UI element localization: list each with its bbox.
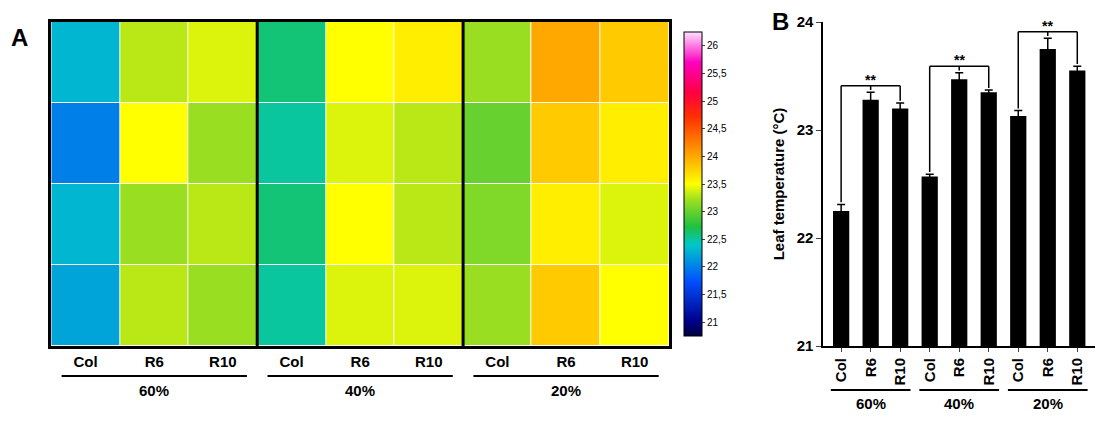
svg-text:R10: R10	[415, 353, 443, 370]
svg-text:R10: R10	[1068, 358, 1085, 386]
svg-text:21: 21	[707, 317, 719, 328]
svg-text:Col: Col	[921, 358, 938, 382]
svg-text:R6: R6	[862, 358, 879, 377]
svg-text:R6: R6	[950, 358, 967, 377]
svg-text:Col: Col	[1009, 358, 1026, 382]
svg-text:22: 22	[707, 261, 719, 272]
svg-text:21,5: 21,5	[707, 289, 727, 300]
svg-text:40%: 40%	[345, 382, 375, 399]
svg-text:60%: 60%	[856, 395, 886, 412]
svg-text:24: 24	[707, 151, 719, 162]
svg-text:60%: 60%	[139, 382, 169, 399]
svg-text:24,5: 24,5	[707, 123, 727, 134]
svg-text:A: A	[11, 24, 28, 51]
svg-text:Col: Col	[832, 358, 849, 382]
svg-text:R10: R10	[891, 358, 908, 386]
svg-text:Leaf temperature (°C): Leaf temperature (°C)	[770, 108, 787, 261]
svg-text:23,5: 23,5	[707, 179, 727, 190]
svg-text:22: 22	[797, 229, 814, 246]
svg-text:R6: R6	[1039, 358, 1056, 377]
svg-text:R6: R6	[145, 353, 164, 370]
svg-text:R10: R10	[621, 353, 649, 370]
svg-text:23: 23	[797, 121, 814, 138]
svg-text:24: 24	[797, 13, 814, 30]
svg-text:B: B	[772, 8, 789, 35]
svg-text:26: 26	[707, 40, 719, 51]
svg-text:20%: 20%	[551, 382, 581, 399]
svg-text:**: **	[865, 72, 876, 88]
svg-text:23: 23	[707, 206, 719, 217]
svg-text:40%: 40%	[944, 395, 974, 412]
svg-text:R10: R10	[980, 358, 997, 386]
svg-text:21: 21	[797, 337, 814, 354]
svg-text:Col: Col	[279, 353, 303, 370]
svg-text:R10: R10	[209, 353, 237, 370]
svg-text:**: **	[954, 52, 965, 68]
svg-text:R6: R6	[351, 353, 370, 370]
svg-text:20%: 20%	[1033, 395, 1063, 412]
svg-text:25,5: 25,5	[707, 68, 727, 79]
svg-text:25: 25	[707, 96, 719, 107]
svg-text:22,5: 22,5	[707, 234, 727, 245]
svg-text:R6: R6	[556, 353, 575, 370]
svg-text:**: **	[1042, 18, 1053, 34]
svg-text:Col: Col	[74, 353, 98, 370]
svg-text:Col: Col	[485, 353, 509, 370]
